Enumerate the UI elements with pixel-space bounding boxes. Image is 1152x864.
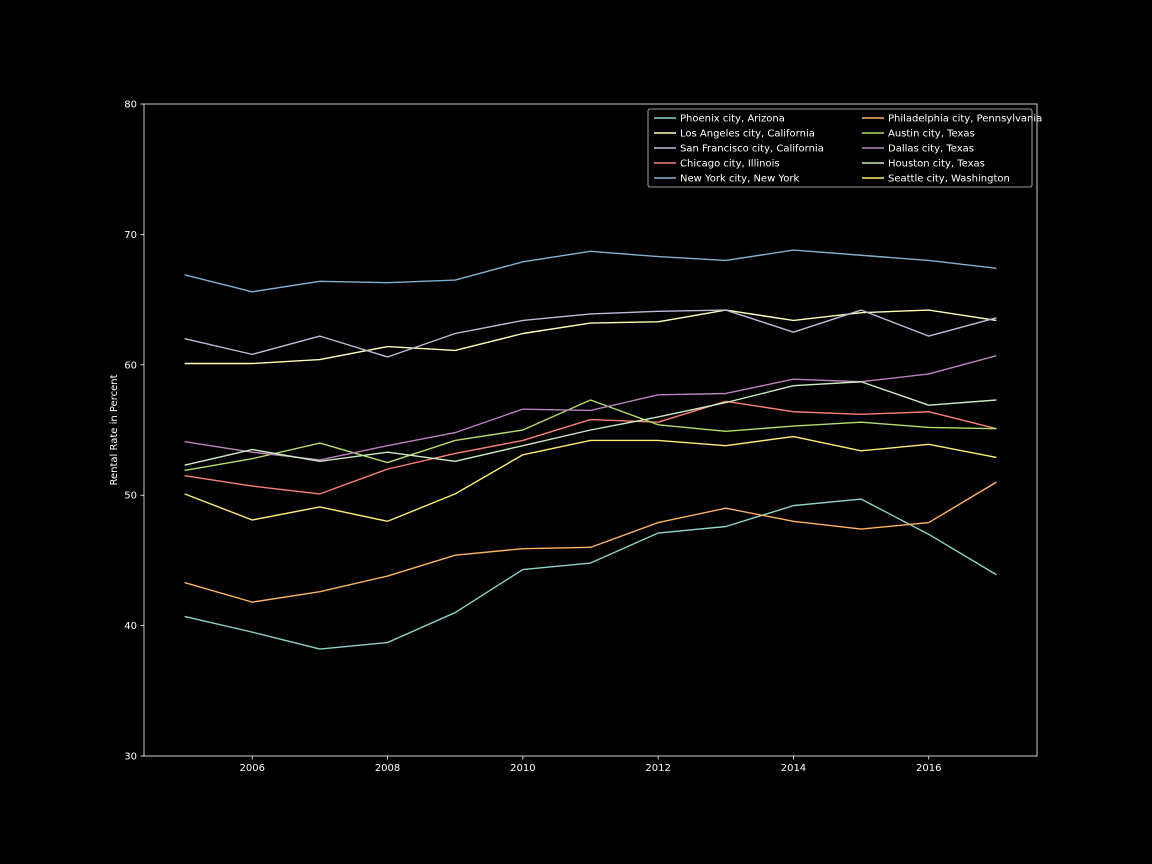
legend: Phoenix city, Arizona Los Angeles city, C…: [647, 108, 1042, 188]
y-tick-label: 60: [124, 360, 137, 371]
legend-label: Austin city, Texas: [888, 129, 975, 140]
y-tick-label: 30: [124, 752, 137, 763]
series-lines: [184, 249, 997, 650]
x-tick-label: 2014: [781, 763, 806, 774]
legend-label: Philadelphia city, Pennsylvania: [888, 114, 1042, 125]
x-tick-label: 2016: [916, 763, 941, 774]
legend-label: Houston city, Texas: [888, 159, 985, 170]
series-line-phoenix-city-arizona: [184, 498, 997, 650]
legend-label: Phoenix city, Arizona: [680, 114, 785, 125]
series-line-san-francisco-city-california: [184, 309, 997, 358]
x-axis: 2006 2008 2010 2012 2014 2016: [240, 756, 941, 774]
y-tick-label: 40: [124, 621, 137, 632]
legend-label: Seattle city, Washington: [888, 174, 1010, 185]
y-tick-label: 80: [124, 100, 137, 111]
series-line-los-angeles-city-california: [184, 309, 997, 365]
legend-label: Dallas city, Texas: [888, 144, 974, 155]
series-line-new-york-city-new-york: [184, 249, 997, 293]
y-tick-label: 50: [124, 491, 137, 502]
series-line-seattle-city-washington: [184, 435, 997, 522]
legend-label: New York city, New York: [680, 174, 799, 185]
x-tick-label: 2008: [375, 763, 400, 774]
legend-label: Los Angeles city, California: [680, 129, 815, 140]
legend-label: Chicago city, Illinois: [680, 159, 780, 170]
series-line-austin-city-texas: [184, 399, 997, 472]
legend-label: San Francisco city, California: [680, 144, 824, 155]
y-axis-title: Rental Rate in Percent: [109, 374, 120, 485]
series-line-houston-city-texas: [184, 381, 997, 466]
series-line-philadelphia-city-pennsylvania: [184, 481, 997, 603]
y-axis: 30 40 50 60 70 80: [124, 100, 144, 763]
x-tick-label: 2012: [645, 763, 670, 774]
series-line-chicago-city-illinois: [184, 400, 997, 495]
x-tick-label: 2010: [510, 763, 535, 774]
x-tick-label: 2006: [240, 763, 265, 774]
y-tick-label: 70: [124, 230, 137, 241]
legend-frame: [647, 108, 1033, 188]
